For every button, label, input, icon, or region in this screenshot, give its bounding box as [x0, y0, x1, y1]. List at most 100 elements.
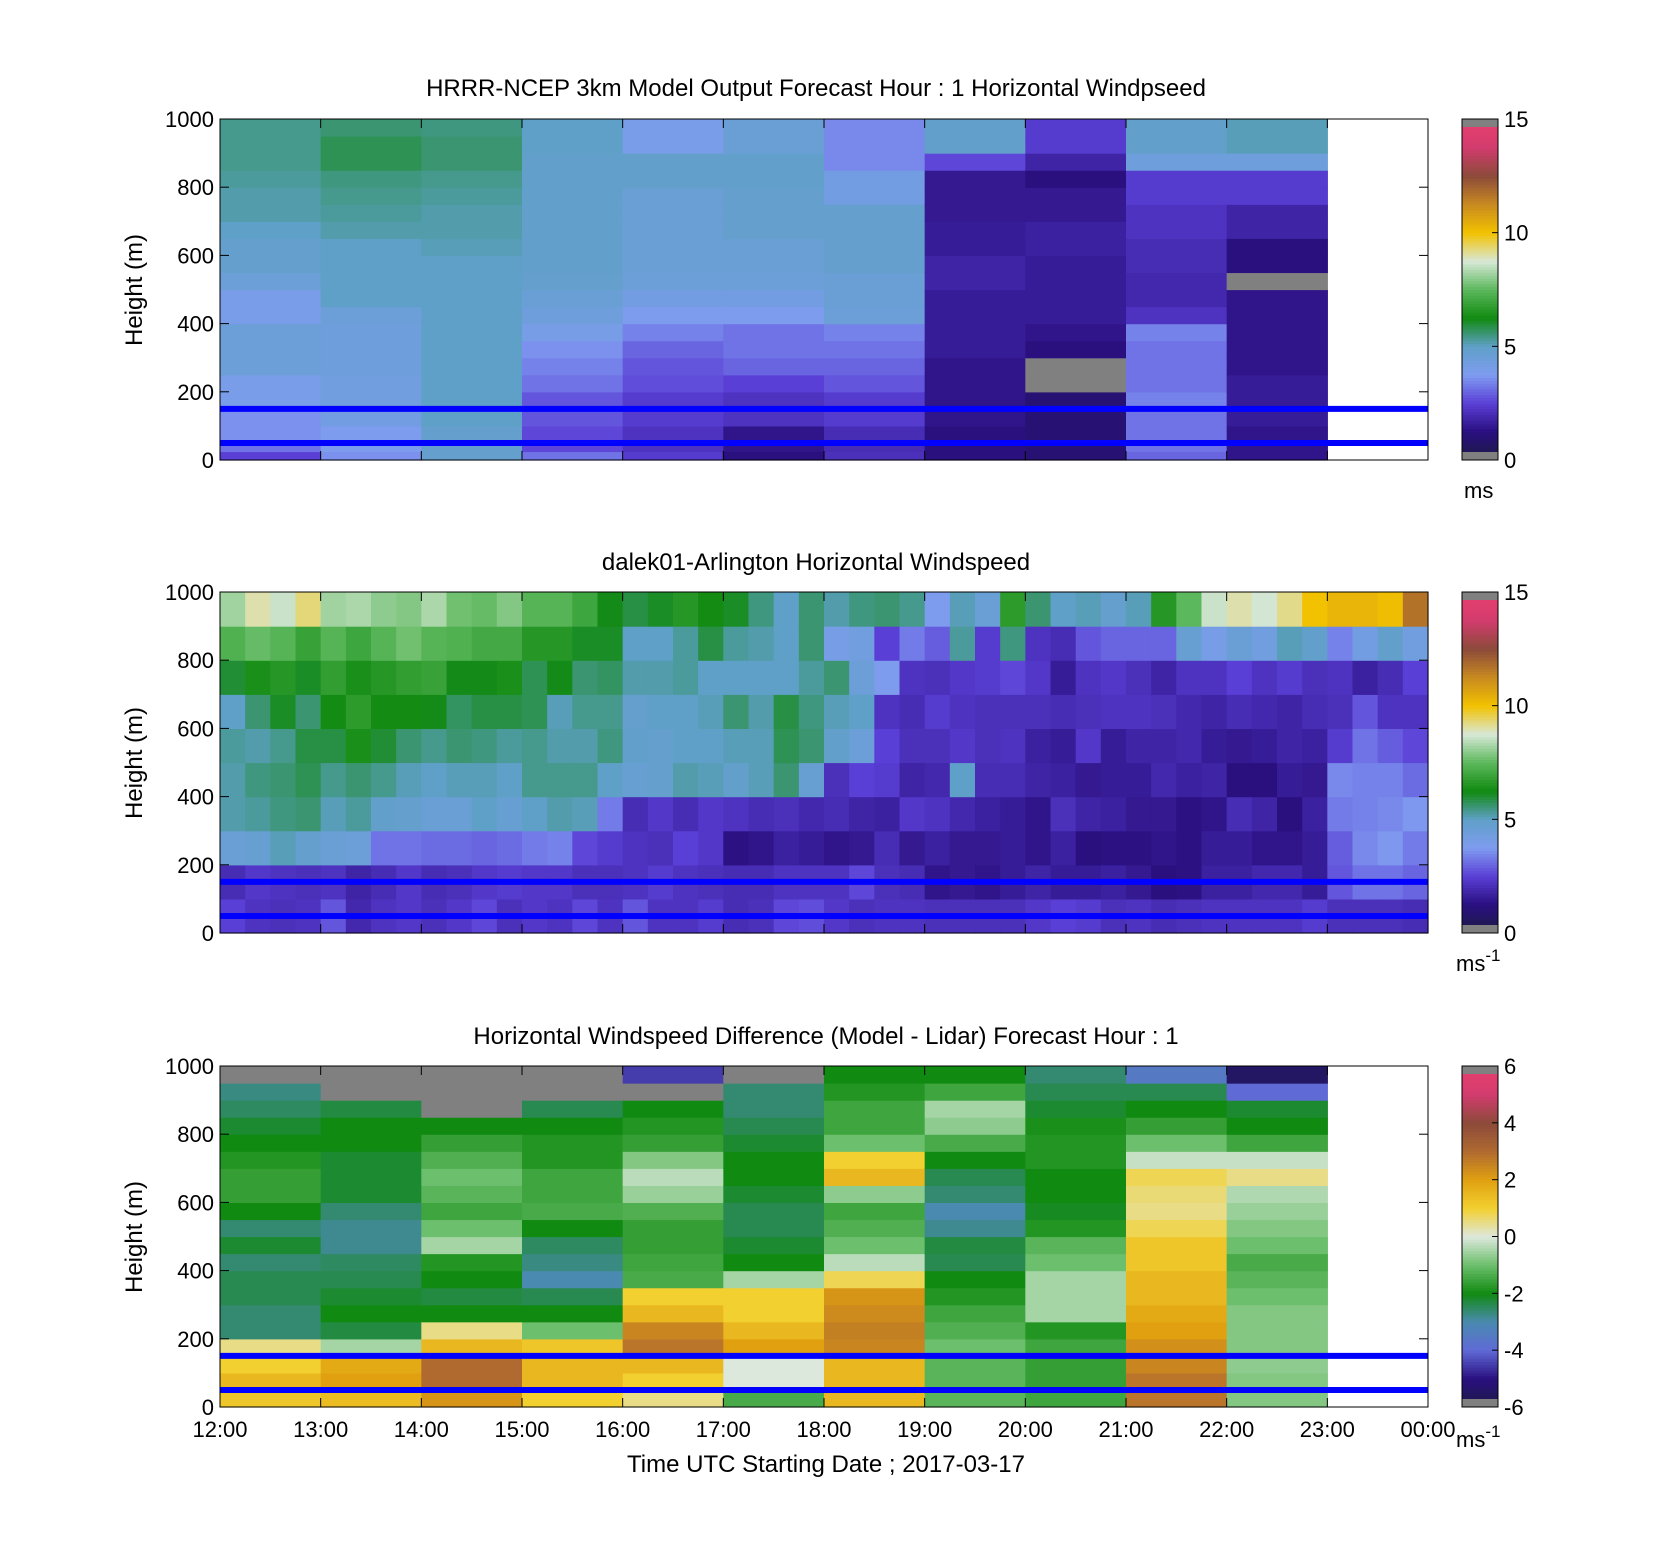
heatmap-cell: [748, 728, 775, 764]
heatmap-cell: [547, 796, 573, 832]
colorbar-segment: [1462, 1310, 1498, 1314]
colorbar-segment: [1462, 343, 1498, 347]
heatmap-cell: [1226, 1253, 1328, 1272]
heatmap-cell: [1352, 592, 1379, 627]
heatmap-cell: [1126, 153, 1228, 171]
colorbar-segment: [1462, 1142, 1498, 1147]
heatmap-cell: [622, 153, 724, 171]
colorbar-segment: [1462, 235, 1498, 239]
heatmap-cell: [522, 1372, 624, 1391]
heatmap-cell: [1126, 1083, 1228, 1101]
heatmap-cell: [1100, 694, 1127, 729]
colorbar-segment: [1462, 915, 1498, 920]
colorbar-segment: [1462, 1324, 1498, 1328]
heatmap-cell: [270, 762, 297, 798]
heatmap-cell: [1226, 1100, 1328, 1118]
heatmap-cell: [1226, 289, 1328, 308]
heatmap-cell: [924, 272, 1026, 291]
heatmap-cell: [1201, 830, 1228, 866]
heatmap-cell: [647, 830, 674, 866]
heatmap-cell: [698, 592, 724, 627]
heatmap-cell: [723, 1151, 825, 1169]
heatmap-cell: [220, 1117, 322, 1135]
heatmap-cell: [421, 1100, 523, 1118]
heatmap-cell: [824, 442, 926, 453]
heatmap-cell: [723, 272, 825, 291]
heatmap-cell: [345, 728, 372, 764]
heatmap-cell: [1025, 1083, 1127, 1101]
heatmap-cell: [371, 728, 397, 764]
heatmap-cell: [421, 1134, 523, 1152]
heatmap-cell: [572, 626, 599, 661]
x-tick-label: 21:00: [1098, 1417, 1153, 1442]
heatmap-cell: [824, 255, 926, 274]
heatmap-cell: [522, 660, 548, 695]
colorbar-segment: [1462, 184, 1498, 188]
heatmap-cell: [421, 1253, 523, 1272]
heatmap-cell: [522, 187, 624, 205]
colorbar-segment: [1462, 734, 1498, 738]
heatmap-cell: [1126, 1185, 1228, 1203]
heatmap-cell: [1176, 660, 1203, 695]
colorbar-segment: [1462, 600, 1498, 604]
heatmap-cell: [345, 592, 372, 627]
heatmap-cell: [924, 442, 1026, 453]
heatmap-cell: [421, 1372, 523, 1391]
panel1-colorbar: 0 5 10 15 ms: [1461, 107, 1528, 503]
heatmap-cell: [824, 830, 850, 866]
heatmap-cell: [320, 1253, 422, 1272]
colorbar-tick-label: 5: [1504, 807, 1516, 832]
colorbar-segment: [1462, 1253, 1498, 1257]
heatmap-cell: [824, 187, 926, 205]
colorbar-end-cap: [1462, 925, 1498, 933]
heatmap-cell: [698, 830, 724, 866]
colorbar-segment: [1462, 847, 1498, 852]
heatmap-cell: [924, 728, 951, 764]
heatmap-cell: [295, 592, 322, 627]
colorbar-segment: [1462, 1384, 1498, 1388]
colorbar-segment: [1462, 1205, 1498, 1209]
colorbar-segment: [1462, 1227, 1498, 1232]
heatmap-cell: [421, 1202, 523, 1221]
heatmap-cell: [924, 1168, 1026, 1186]
heatmap-cell: [220, 1253, 322, 1272]
colorbar-segment: [1462, 226, 1498, 231]
heatmap-cell: [320, 408, 422, 427]
colorbar-segment: [1462, 1208, 1498, 1212]
colorbar-segment: [1462, 374, 1498, 379]
heatmap-cell: [1126, 408, 1228, 427]
heatmap-cell: [723, 1389, 825, 1408]
heatmap-cell: [270, 694, 297, 729]
heatmap-cell: [270, 796, 297, 832]
heatmap-cell: [723, 1100, 825, 1118]
heatmap-cell: [446, 796, 473, 832]
colorbar-segment: [1462, 861, 1498, 866]
heatmap-cell: [1126, 340, 1228, 359]
heatmap-cell: [320, 1355, 422, 1374]
heatmap-cell: [1226, 1355, 1328, 1374]
panel2-axes: 0 200 400 600 800 1000: [165, 580, 1429, 946]
heatmap-cell: [245, 728, 271, 764]
heatmap-cell: [723, 221, 825, 239]
heatmap-cell: [295, 626, 322, 661]
heatmap-cell: [295, 830, 322, 866]
colorbar-segment: [1462, 1301, 1498, 1306]
heatmap-cell: [522, 1389, 624, 1408]
heatmap-cell: [471, 660, 498, 695]
heatmap-cell: [1226, 340, 1328, 359]
colorbar-segment: [1462, 614, 1498, 619]
heatmap-cell: [1277, 626, 1303, 661]
heatmap-cell: [723, 340, 825, 359]
heatmap-cell: [1352, 762, 1379, 798]
heatmap-cell: [572, 660, 599, 695]
heatmap-cell: [673, 660, 699, 695]
panel1-reference-lines: [220, 405, 1428, 446]
heatmap-cell: [1377, 694, 1404, 729]
heatmap-cell: [622, 323, 724, 342]
colorbar-segment: [1462, 1236, 1498, 1240]
heatmap-cell: [1025, 1287, 1127, 1306]
colorbar-segment: [1462, 1168, 1498, 1172]
heatmap-cell: [924, 408, 1026, 427]
y-tick-label: 800: [177, 1122, 214, 1147]
heatmap-cell: [220, 1100, 322, 1118]
